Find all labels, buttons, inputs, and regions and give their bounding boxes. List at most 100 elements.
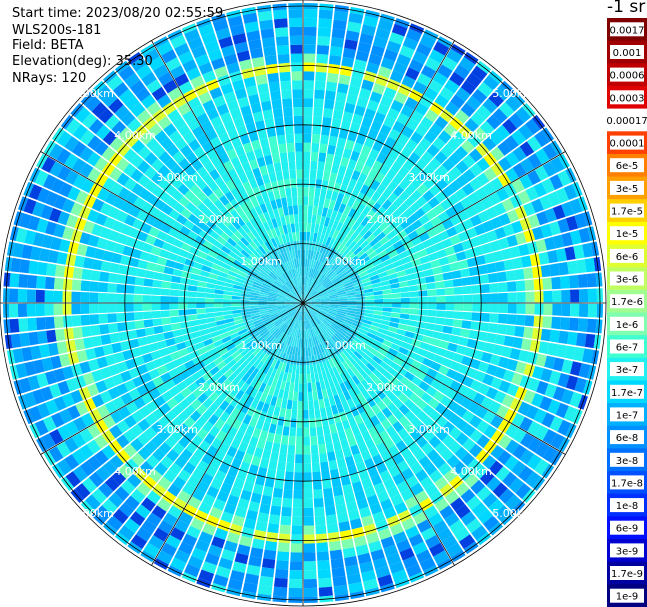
ray-gate bbox=[104, 192, 118, 206]
ray-gate bbox=[118, 406, 131, 419]
ray-gate bbox=[488, 130, 504, 146]
ray-gate bbox=[242, 12, 258, 24]
ray-gate bbox=[142, 242, 154, 253]
ray-gate bbox=[303, 294, 305, 303]
ray-gate bbox=[114, 486, 130, 502]
ray-gate bbox=[83, 257, 94, 269]
ray-gate bbox=[223, 339, 234, 348]
ray-gate bbox=[153, 527, 169, 542]
ray-gate bbox=[529, 253, 541, 267]
ray-gate bbox=[381, 315, 391, 322]
ray-gate bbox=[173, 392, 185, 404]
ray-gate bbox=[189, 273, 200, 281]
ray-gate bbox=[327, 258, 335, 267]
ray-gate bbox=[224, 404, 235, 415]
ray-gate bbox=[449, 214, 462, 226]
ray-gate bbox=[254, 390, 263, 401]
ray-gate bbox=[382, 339, 393, 348]
ray-gate bbox=[242, 582, 258, 594]
ray-gate bbox=[268, 273, 277, 281]
colorbar-tick-label: 0.001 bbox=[613, 48, 642, 59]
ray-gate bbox=[466, 495, 482, 511]
ray-gate bbox=[323, 198, 331, 209]
range-ring-label: 5.00km bbox=[72, 507, 114, 520]
ray-gate bbox=[314, 251, 320, 261]
ray-gate bbox=[404, 422, 416, 435]
ray-gate bbox=[286, 306, 295, 311]
ray-gate bbox=[240, 392, 250, 404]
ray-gate bbox=[320, 322, 329, 330]
ray-gate bbox=[286, 142, 295, 153]
ray-gate bbox=[276, 296, 286, 300]
ray-gate bbox=[258, 303, 268, 306]
ray-gate bbox=[278, 254, 285, 264]
ray-gate bbox=[327, 451, 336, 462]
ray-gate bbox=[476, 434, 490, 449]
ray-gate bbox=[549, 263, 560, 277]
ray-gate bbox=[341, 538, 355, 550]
ray-gate bbox=[164, 216, 176, 227]
ray-gate bbox=[460, 511, 477, 526]
ray-gate bbox=[320, 407, 327, 418]
ray-gate bbox=[246, 564, 261, 576]
ray-gate bbox=[327, 312, 337, 318]
ray-gate bbox=[303, 481, 313, 491]
ray-gate bbox=[174, 519, 190, 533]
ray-gate bbox=[385, 425, 397, 438]
ray-gate bbox=[315, 283, 322, 291]
ray-gate bbox=[239, 331, 249, 339]
ray-gate bbox=[250, 492, 262, 504]
ray-gate bbox=[141, 497, 156, 512]
ray-gate bbox=[319, 362, 325, 372]
ray-gate bbox=[327, 531, 340, 543]
ray-gate bbox=[33, 232, 45, 247]
ray-gate bbox=[8, 303, 19, 318]
ray-gate bbox=[547, 342, 559, 356]
ray-gate bbox=[80, 129, 95, 146]
ray-gate bbox=[419, 497, 434, 511]
ray-gate bbox=[267, 295, 277, 299]
ray-gate bbox=[48, 143, 64, 160]
range-ring-label: 5.00km bbox=[492, 507, 534, 520]
ray-gate bbox=[368, 372, 379, 383]
ray-gate bbox=[326, 81, 338, 92]
ray-gate bbox=[151, 295, 161, 303]
ray-gate bbox=[178, 541, 194, 555]
ray-gate bbox=[103, 216, 116, 229]
ray-gate bbox=[237, 369, 247, 379]
ray-gate bbox=[365, 187, 376, 199]
ray-gate bbox=[243, 246, 253, 256]
ray-gate bbox=[390, 343, 401, 352]
ray-gate bbox=[467, 133, 482, 148]
ray-gate bbox=[477, 233, 490, 245]
ray-gate bbox=[369, 359, 379, 369]
ray-gate bbox=[364, 457, 375, 470]
ray-gate bbox=[250, 547, 264, 559]
ray-gate bbox=[214, 311, 224, 317]
ray-gate bbox=[547, 250, 559, 264]
ray-gate bbox=[301, 311, 303, 321]
ray-gate bbox=[512, 146, 527, 162]
ray-gate bbox=[312, 480, 322, 490]
ray-gate bbox=[471, 502, 488, 518]
ray-gate bbox=[362, 281, 372, 287]
ray-gate bbox=[483, 439, 498, 454]
ray-gate bbox=[372, 339, 383, 348]
ray-gate bbox=[136, 109, 151, 124]
ray-gate bbox=[483, 424, 497, 439]
colorbar-tick-label: 1e-6 bbox=[616, 320, 639, 331]
ray-gate bbox=[407, 365, 419, 376]
ray-gate bbox=[372, 258, 383, 267]
ray-gate bbox=[483, 252, 495, 264]
ray-gate bbox=[329, 46, 343, 57]
ray-gate bbox=[364, 263, 375, 271]
ray-gate bbox=[429, 49, 445, 64]
ray-gate bbox=[223, 53, 238, 66]
ray-gate bbox=[258, 372, 267, 383]
ppi-plot: 1.00km1.00km1.00km1.00km2.00km2.00km2.00… bbox=[0, 0, 607, 607]
ray-gate bbox=[275, 125, 285, 136]
ray-gate bbox=[242, 452, 253, 464]
ray-gate bbox=[501, 394, 515, 408]
ray-gate bbox=[535, 353, 547, 367]
ray-gate bbox=[306, 276, 310, 286]
